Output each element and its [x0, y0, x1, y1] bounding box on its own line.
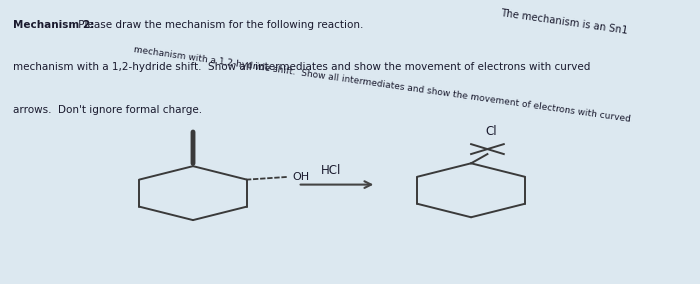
Text: OH: OH	[293, 172, 310, 182]
Text: HCl: HCl	[321, 164, 341, 177]
Text: mechanism with a 1,2-hydride shift.  Show all intermediates and show the movemen: mechanism with a 1,2-hydride shift. Show…	[13, 62, 591, 72]
Text: Cl: Cl	[485, 126, 496, 139]
Text: Please draw the mechanism for the following reaction.: Please draw the mechanism for the follow…	[75, 20, 363, 30]
Text: arrows.  Don't ignore formal charge.: arrows. Don't ignore formal charge.	[13, 105, 202, 115]
Text: Mechanism 2:: Mechanism 2:	[13, 20, 94, 30]
Text: mechanism with a 1,2-hydride shift.  Show all intermediates and show the movemen: mechanism with a 1,2-hydride shift. Show…	[133, 45, 631, 124]
Text: The mechanism is an Sn1: The mechanism is an Sn1	[500, 9, 628, 36]
